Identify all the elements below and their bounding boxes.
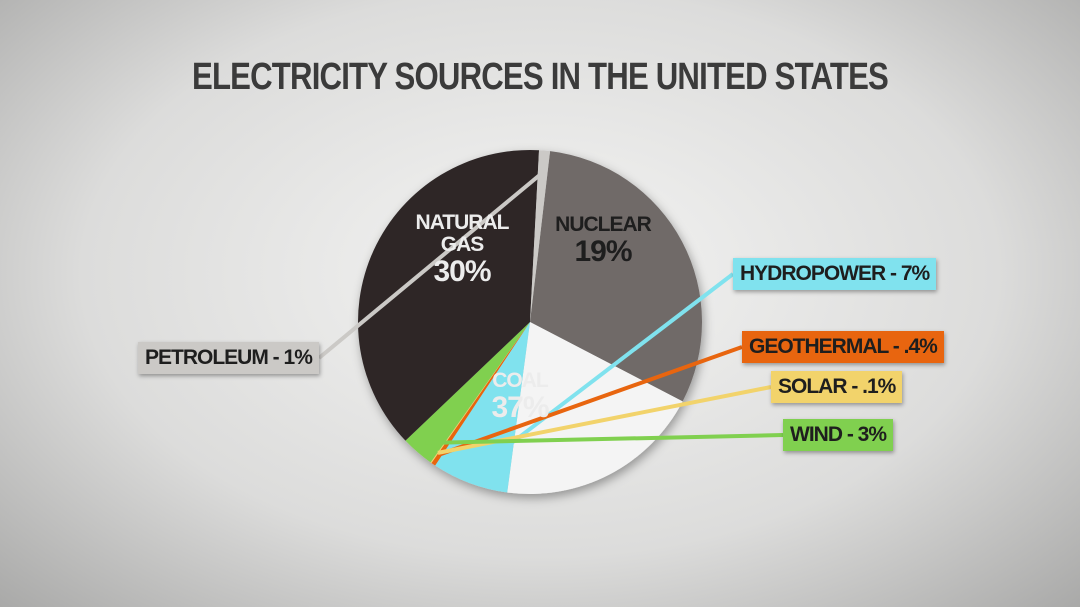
value-label: 3% [857,423,887,446]
category-label: COAL [492,369,549,392]
leader-line [425,433,784,446]
slice-label: NUCLEAR 19% [543,213,663,269]
pie-slice [530,150,551,322]
callout-label: WIND - 3% [783,419,894,451]
value-label: 1% [283,346,313,369]
value-label: .4% [903,335,938,358]
chart-title: ELECTRICITY SOURCES IN THE UNITED STATES [191,56,889,98]
category-label: SOLAR [778,375,847,398]
slice-label: NATURAL GAS 30% [402,211,522,289]
leaders [317,170,784,474]
label-separator: - [887,335,904,358]
value-label: 37% [491,391,549,425]
category-label: WIND [790,423,843,446]
category-label: NATURAL GAS [415,211,510,257]
pie-slice [507,322,683,494]
callout-label: GEOTHERMAL - .4% [742,331,944,363]
label-separator: - [846,375,863,398]
category-label: NUCLEAR [555,213,652,236]
value-label: 7% [900,262,930,285]
pie-slice [430,322,530,463]
label-separator: - [842,423,858,446]
leader-line [439,345,743,457]
category-label: GEOTHERMAL [749,335,889,358]
callout-label: SOLAR - .1% [771,371,903,403]
leader-line [317,170,544,360]
value-label: 30% [433,255,491,289]
pie-slice [431,322,530,466]
value-label: .1% [862,375,896,398]
label-separator: - [885,262,901,285]
category-label: HYDROPOWER [740,262,886,285]
value-label: 19% [574,235,632,269]
pie-slice [530,151,702,402]
pie-slice [405,322,530,463]
slice-label: COAL 37% [460,369,580,425]
callout-label: PETROLEUM - 1% [138,342,319,374]
callout-label: HYDROPOWER - 7% [733,258,937,290]
pie-slice [358,149,540,441]
pie [358,149,702,494]
category-label: PETROLEUM [145,346,269,369]
label-separator: - [267,346,284,369]
